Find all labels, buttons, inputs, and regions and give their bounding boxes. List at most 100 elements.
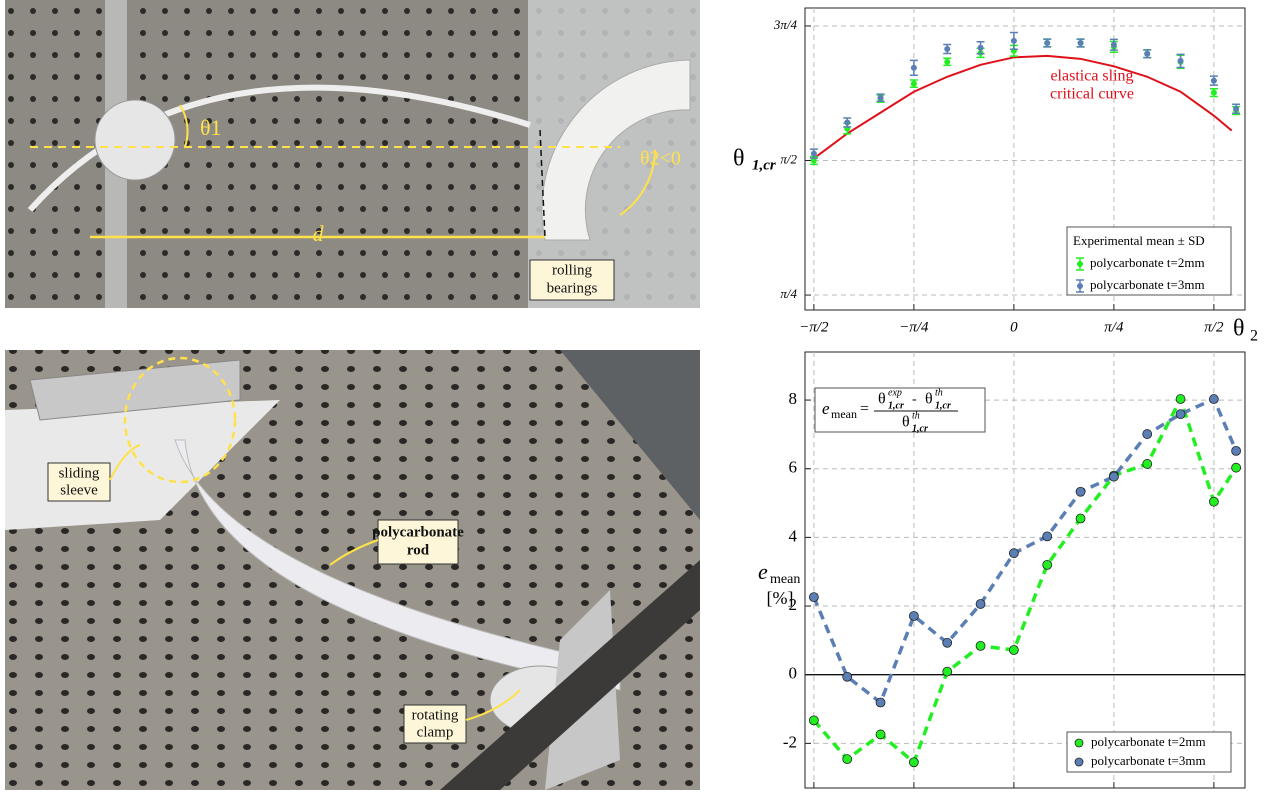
formula: th	[912, 410, 920, 421]
point	[1108, 471, 1119, 482]
point	[944, 58, 951, 65]
point	[1077, 39, 1084, 46]
x-tick-label: −π/4	[899, 319, 929, 335]
point	[908, 611, 919, 621]
point	[1208, 394, 1219, 404]
point	[944, 45, 951, 52]
y-tick-label: -2	[783, 732, 797, 751]
y-tick-label: 6	[789, 458, 798, 477]
y-tick-label: 8	[789, 389, 798, 408]
x-tick-label: π/4	[1104, 319, 1124, 335]
legend-label: polycarbonate t=2mm	[1091, 734, 1206, 749]
photo-label: d	[313, 221, 325, 246]
legend-title: Experimental mean ± SD	[1073, 233, 1205, 248]
series-line	[812, 396, 1238, 706]
point	[1210, 77, 1217, 84]
point	[1042, 531, 1053, 542]
y-axis-label: θ	[733, 146, 745, 172]
legend-marker	[1077, 261, 1083, 267]
legend-box	[1066, 226, 1232, 296]
y-axis-label: mean	[770, 572, 800, 587]
callout: rotating	[412, 707, 459, 723]
point	[808, 715, 819, 726]
x-tick-label: 0	[1010, 319, 1018, 335]
formula: mean	[831, 407, 857, 421]
point	[810, 157, 817, 164]
point	[842, 671, 853, 682]
legend-marker	[1074, 757, 1084, 767]
point	[910, 80, 917, 87]
point	[844, 119, 851, 126]
callout: bearings	[547, 280, 598, 296]
plot-frame	[804, 351, 1246, 789]
y-axis-label: e	[758, 559, 768, 584]
point	[1231, 462, 1242, 473]
legend-label: polycarbonate t=3mm	[1091, 753, 1206, 768]
callout: sliding	[59, 465, 100, 481]
point	[1044, 39, 1051, 46]
point	[842, 754, 853, 765]
theory-curve	[813, 54, 1233, 160]
point	[1142, 459, 1153, 469]
legend-label: polycarbonate t=3mm	[1090, 277, 1205, 292]
x-tick-label: −π/2	[799, 319, 829, 335]
top-photo: θ1 θ2<0 d rolling bearings	[5, 0, 700, 308]
formula: -	[912, 392, 917, 407]
photo-label: θ2<0	[640, 148, 681, 170]
annotation: critical curve	[1050, 86, 1134, 103]
bottom-photo: sliding sleeve polycarbonate rod rotatin…	[5, 350, 700, 790]
point	[1208, 496, 1219, 507]
formula: θ	[925, 391, 933, 408]
point	[1175, 394, 1186, 404]
charts: −π/2 −π/4 0 π/4 π/2π/4π/23π/4θ 1,crθ 2elastica…	[733, 7, 1258, 789]
y-axis-label: 1,cr	[752, 157, 776, 173]
point	[975, 599, 986, 609]
x-axis-label: θ	[1233, 316, 1245, 342]
y-tick-label: 4	[789, 526, 798, 545]
point	[1075, 513, 1086, 524]
annotation: elastica sling	[1050, 68, 1133, 85]
point	[808, 592, 819, 603]
legend-box	[1066, 731, 1232, 773]
formula: exp	[888, 387, 902, 398]
point	[942, 637, 953, 648]
point	[1177, 57, 1184, 64]
point	[977, 44, 984, 51]
point	[1042, 559, 1053, 570]
point	[1210, 89, 1217, 96]
point	[1231, 445, 1242, 456]
formula: =	[860, 401, 869, 418]
callout: polycarbonate	[372, 524, 464, 540]
y-axis-label: [%]	[767, 588, 794, 608]
photo-label: θ1	[200, 115, 222, 140]
x-axis-label: 2	[1250, 328, 1258, 345]
formula: 1,cr	[888, 400, 904, 411]
y-tick-label: 2	[789, 595, 798, 614]
point	[975, 640, 986, 651]
point	[1075, 486, 1086, 497]
point	[810, 150, 817, 157]
legend-marker	[1077, 283, 1083, 289]
y-tick-label: π/4	[780, 286, 797, 301]
point	[1144, 50, 1151, 57]
plot-frame	[804, 7, 1246, 311]
point	[1175, 409, 1186, 420]
point	[1008, 548, 1019, 559]
formula: e	[822, 399, 830, 418]
callout: sleeve	[60, 482, 98, 498]
point	[877, 94, 884, 101]
y-tick-label: π/2	[780, 151, 797, 166]
x-tick-label: π/2	[1204, 319, 1224, 335]
point	[1233, 105, 1240, 112]
point	[910, 64, 917, 71]
formula: th	[935, 387, 943, 398]
callout: rolling	[552, 262, 592, 278]
point	[875, 729, 886, 740]
y-tick-label: 0	[789, 664, 798, 683]
formula: θ	[902, 414, 910, 431]
formula: 1,cr	[912, 423, 928, 434]
point	[1110, 41, 1117, 48]
point	[942, 666, 953, 677]
point	[1008, 645, 1019, 655]
point	[1010, 37, 1017, 44]
